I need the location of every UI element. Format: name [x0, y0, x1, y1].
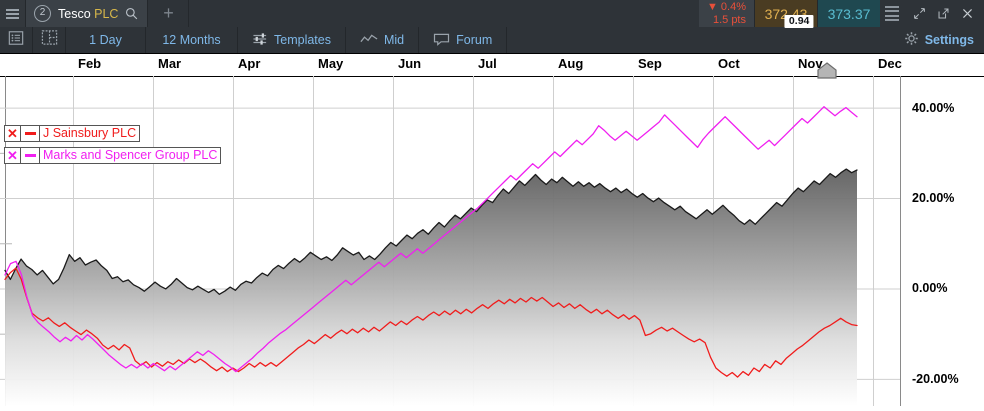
settings-button[interactable]: Settings — [898, 27, 984, 53]
x-axis-label: Apr — [238, 56, 261, 71]
speech-bubble-icon — [433, 32, 450, 49]
tab-tesco-plc[interactable]: 2 Tesco PLC — [26, 0, 149, 27]
chart-toolbar: 1 Day 12 Months Templates Mid Forum Sett… — [0, 27, 984, 54]
legend-item-sainsbury[interactable]: ✕ J Sainsbury PLC — [4, 125, 141, 142]
watchlist-button[interactable] — [0, 27, 33, 53]
forum-label: Forum — [456, 33, 493, 47]
y-axis-label: 0.00% — [912, 281, 948, 296]
plot-area[interactable]: ✕ J Sainsbury PLC ✕ Marks and Spencer Gr… — [0, 62, 984, 406]
x-axis-label: Feb — [78, 56, 102, 71]
legend-remove-icon[interactable]: ✕ — [4, 147, 21, 164]
x-axis-label: Jun — [398, 56, 422, 71]
templates-button[interactable]: Templates — [238, 27, 346, 53]
hamburger-icon — [6, 7, 19, 21]
new-tab-button[interactable]: + — [148, 0, 190, 27]
layout-button[interactable] — [33, 27, 66, 53]
chart-svg — [0, 76, 901, 406]
x-axis-label: Jul — [478, 56, 497, 71]
interval-label: 1 Day — [89, 33, 122, 47]
templates-label: Templates — [274, 33, 331, 47]
price-type-label: Mid — [383, 33, 405, 47]
tab-number-badge: 2 — [34, 5, 51, 22]
price-type-button[interactable]: Mid — [346, 27, 420, 53]
toolbar-spacer — [507, 27, 897, 53]
title-bar: 2 Tesco PLC + ▼ 0.4% 1.5 pts 372.43 373.… — [0, 0, 984, 28]
spread-badge: 0.94 — [784, 15, 814, 28]
popout-icon[interactable] — [932, 0, 954, 27]
titlebar-spacer — [189, 0, 699, 27]
legend-item-marks-spencer[interactable]: ✕ Marks and Spencer Group PLC — [4, 147, 222, 164]
change-arrow-icon: ▼ — [706, 1, 718, 13]
chart-container[interactable]: Feb Mar Apr May Jun Jul Aug Sep Oct Nov Dec ✕ J Sa… — [0, 54, 984, 406]
x-axis-label: May — [318, 56, 344, 71]
line-chart-icon — [360, 33, 378, 48]
gear-icon — [904, 31, 919, 49]
window-controls — [880, 0, 984, 27]
price-change: ▼ 0.4% 1.5 pts — [698, 0, 755, 27]
change-percent: 0.4% — [720, 1, 746, 13]
period-selector[interactable]: 12 Months — [146, 27, 238, 53]
change-percent-row: ▼ 0.4% — [707, 1, 746, 14]
x-axis-label: Oct — [718, 56, 740, 71]
interval-selector[interactable]: 1 Day — [66, 27, 146, 53]
close-icon[interactable] — [956, 0, 978, 27]
x-axis: Feb Mar Apr May Jun Jul Aug Sep Oct Nov Dec — [0, 54, 984, 77]
tab-title: Tesco PLC — [58, 7, 118, 21]
y-axis-label: 40.00% — [912, 100, 955, 115]
main-menu-button[interactable] — [0, 0, 26, 27]
tab-title-suffix: PLC — [90, 6, 119, 21]
legend-label: J Sainsbury PLC — [40, 125, 141, 142]
search-icon[interactable] — [125, 7, 138, 20]
legend-label: Marks and Spencer Group PLC — [40, 147, 222, 164]
x-axis-label: Sep — [638, 56, 662, 71]
legend-remove-icon[interactable]: ✕ — [4, 125, 21, 142]
forum-button[interactable]: Forum — [419, 27, 508, 53]
x-axis-label: Mar — [158, 56, 182, 71]
y-axis-label: -20.00% — [912, 371, 959, 386]
quote-panel: ▼ 0.4% 1.5 pts 372.43 373.37 0.94 — [698, 0, 880, 28]
y-axis-label: 20.00% — [912, 191, 955, 206]
legend-swatch-icon[interactable] — [21, 147, 40, 164]
x-axis-label: Nov — [798, 56, 823, 71]
ask-price[interactable]: 373.37 — [818, 0, 880, 27]
x-axis-label: Aug — [558, 56, 584, 71]
x-axis-label: Dec — [878, 56, 902, 71]
sliders-icon — [252, 32, 268, 49]
lines-icon[interactable] — [885, 3, 899, 24]
list-icon — [8, 30, 24, 51]
grid-layout-icon — [41, 29, 58, 51]
dividend-marker[interactable] — [817, 62, 837, 80]
change-points: 1.5 pts — [712, 14, 746, 26]
expand-icon[interactable] — [908, 0, 930, 27]
settings-label: Settings — [924, 33, 974, 47]
legend-swatch-icon[interactable] — [21, 125, 40, 142]
period-label: 12 Months — [162, 33, 221, 47]
tab-title-text: Tesco — [58, 6, 91, 21]
